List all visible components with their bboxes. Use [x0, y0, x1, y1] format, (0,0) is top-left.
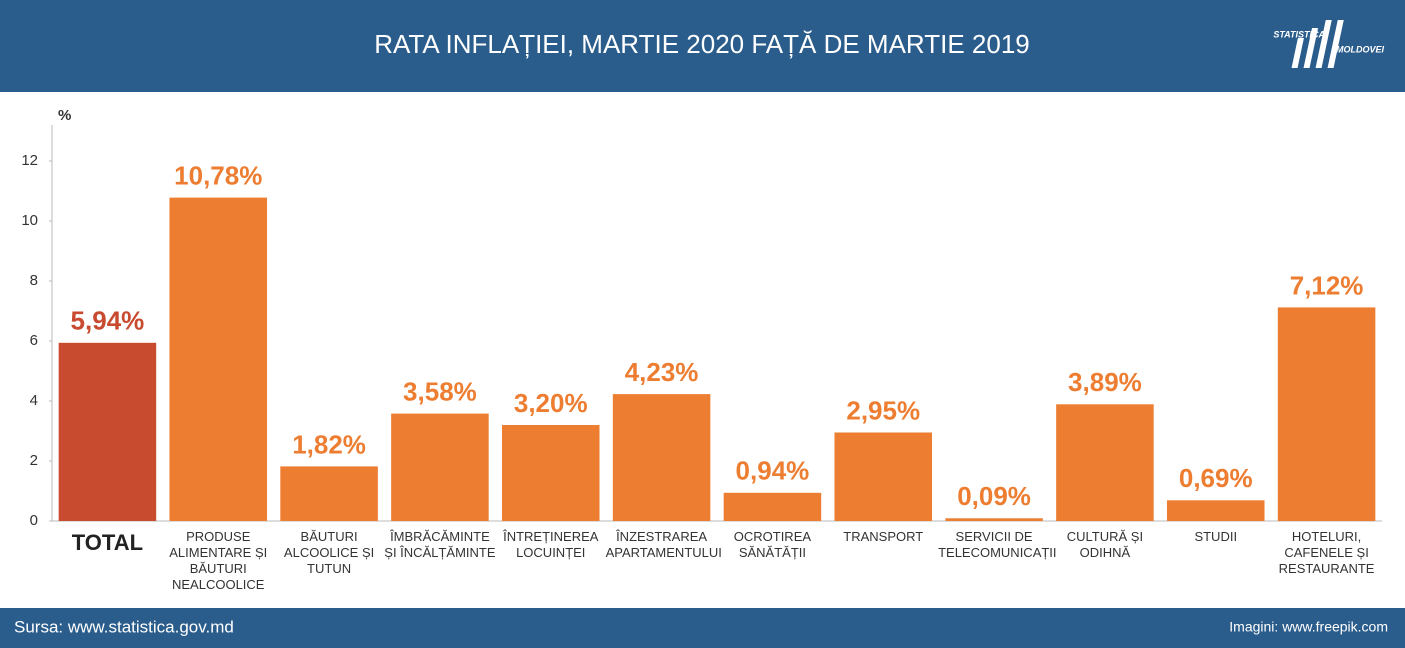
- y-tick-label: 4: [30, 392, 38, 409]
- bar: [945, 518, 1043, 521]
- x-tick-label: ÎNTREȚINEREA LOCUINȚEI: [503, 529, 599, 560]
- value-label: 5,94%: [71, 306, 145, 336]
- value-label: 2,95%: [846, 395, 920, 425]
- value-label: 1,82%: [292, 429, 366, 459]
- bar: [612, 394, 711, 521]
- value-label: 3,20%: [514, 388, 588, 418]
- bar: [834, 432, 933, 521]
- bar: [169, 197, 268, 521]
- x-tick-label: TOTAL: [71, 530, 144, 555]
- credit: Imagini: www.freepik.com: [1229, 619, 1388, 635]
- x-tick-label: STUDII: [1194, 529, 1238, 544]
- value-label: 3,58%: [403, 376, 477, 406]
- x-tick-label: ÎMBRĂCĂMINTE ȘI ÎNCĂLȚĂMINTE: [384, 529, 496, 560]
- y-tick-label: 10: [21, 212, 38, 229]
- bar: [723, 492, 822, 521]
- source: Sursa: www.statistica.gov.md: [14, 617, 234, 636]
- bar: [501, 425, 600, 521]
- value-label: 0,09%: [957, 481, 1031, 511]
- value-label: 4,23%: [625, 357, 699, 387]
- value-label: 0,94%: [736, 456, 810, 486]
- x-tick-label: ÎNZESTRAREA APARTAMENTULUI: [605, 529, 722, 560]
- bar: [280, 466, 378, 521]
- value-label: 7,12%: [1290, 270, 1364, 300]
- y-tick-label: 8: [30, 272, 38, 289]
- header-bar: [0, 0, 1405, 92]
- y-axis-label: %: [58, 107, 71, 124]
- value-label: 3,89%: [1068, 367, 1142, 397]
- x-tick-label: PRODUSE ALIMENTARE ȘI BĂUTURI NEALCOOLIC…: [169, 529, 268, 592]
- value-label: 0,69%: [1179, 463, 1253, 493]
- value-label: 10,78%: [174, 160, 262, 190]
- logo: STATISTICA MOLDOVEI: [1273, 20, 1385, 68]
- x-tick-label: CULTURĂ ȘI ODIHNĂ: [1066, 529, 1144, 560]
- x-tick-label: OCROTIREA SĂNĂTĂȚII: [733, 529, 812, 560]
- bar: [1277, 307, 1376, 521]
- bar: [58, 342, 157, 521]
- y-tick-label: 2: [30, 452, 38, 469]
- y-tick-label: 6: [30, 332, 38, 349]
- bar: [1056, 404, 1154, 521]
- x-tick-label: TRANSPORT: [843, 529, 924, 544]
- y-tick-label: 0: [30, 512, 38, 529]
- x-tick-label: HOTELURI, CAFENELE ȘI RESTAURANTE: [1278, 529, 1375, 576]
- logo-text: MOLDOVEI: [1336, 44, 1385, 54]
- bar: [391, 413, 489, 521]
- x-tick-label: SERVICII DE TELECOMUNICAȚII: [938, 529, 1057, 560]
- bar: [1166, 500, 1265, 521]
- footer-bar: [0, 608, 1405, 648]
- chart-title: RATA INFLAȚIEI, MARTIE 2020 FAȚĂ DE MART…: [374, 29, 1030, 59]
- y-tick-label: 12: [21, 152, 38, 169]
- logo-text: STATISTICA: [1273, 29, 1325, 39]
- x-tick-label: BĂUTURI ALCOOLICE ȘI TUTUN: [283, 529, 375, 576]
